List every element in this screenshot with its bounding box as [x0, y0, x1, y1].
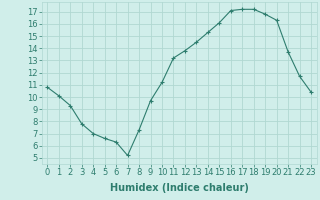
- X-axis label: Humidex (Indice chaleur): Humidex (Indice chaleur): [110, 183, 249, 193]
